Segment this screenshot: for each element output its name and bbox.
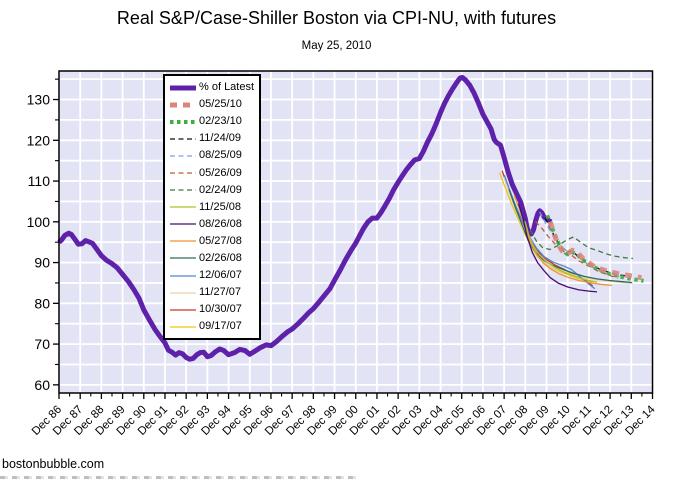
series-line--of-latest [57,75,553,362]
legend-item-11: 12/06/07 [169,267,259,284]
chart-subtitle: May 25, 2010 [301,40,372,52]
legend-swatch [170,326,196,328]
legend-label: 12/06/07 [199,269,242,282]
legend-item-0: % of Latest [169,79,259,96]
legend-label: 05/27/08 [199,234,242,247]
legend-item-1: 05/25/10 [169,96,259,113]
legend-label: 02/26/08 [199,251,242,264]
legend-item-5: 05/26/09 [169,164,259,181]
y-tick-label: 110 [28,173,51,189]
legend-swatch [170,102,196,108]
legend-label: % of Latest [199,81,255,94]
y-tick-label: 70 [34,336,50,352]
y-tick-label: 120 [27,132,51,148]
legend-swatch [170,138,196,140]
legend-swatch [170,240,196,243]
legend-item-14: 09/17/07 [169,318,259,335]
series-line-12-06-07 [503,174,596,290]
legend-label: 11/24/09 [199,132,242,145]
series-line-02-26-08 [508,188,632,284]
series-line-05-25-10 [547,221,642,281]
legend-label: 10/30/07 [199,303,242,316]
legend-swatch [170,309,196,311]
y-tick-label: 130 [27,92,51,108]
legend-item-6: 02/24/09 [169,182,259,199]
legend-item-9: 05/27/08 [169,233,259,250]
series-line-08-26-08 [517,203,598,293]
legend-swatch [170,119,196,124]
legend-label: 08/25/09 [199,149,242,162]
legend-item-12: 11/27/07 [169,284,259,301]
y-tick-label: 80 [34,295,50,311]
y-tick-label: 60 [34,377,50,393]
legend-item-8: 08/26/08 [169,216,259,233]
legend-swatch [170,206,196,208]
chart-title: Real S&P/Case-Shiller Boston via CPI-NU,… [116,8,557,28]
legend-swatch [170,172,196,174]
legend-item-7: 11/25/08 [169,199,259,216]
legend-swatch [170,155,196,157]
legend-label: 09/17/07 [199,320,242,333]
bottom-edge-strip [0,476,360,479]
series-line-02-24-09 [529,229,634,260]
legend-item-4: 08/25/09 [169,147,259,164]
legend-label: 11/25/08 [199,200,242,213]
legend-swatch [170,257,196,260]
legend-swatch [170,85,196,91]
legend-label: 02/23/10 [199,115,242,128]
legend-swatch [170,274,196,277]
legend-item-13: 10/30/07 [169,301,259,318]
y-tick-label: 100 [27,214,51,230]
legend-item-3: 11/24/09 [169,130,259,147]
legend-label: 05/26/09 [199,166,242,179]
chart-legend: % of Latest 05/25/10 02/23/10 11/24/09 08/25… [163,74,261,341]
series-line-02-23-10 [545,214,644,283]
legend-swatch [170,223,196,225]
legend-label: 08/26/08 [199,217,242,230]
legend-label: 05/25/10 [199,98,242,111]
legend-label: 02/24/09 [199,183,242,196]
watermark-text: bostonbubble.com [2,457,105,471]
legend-label: 11/27/07 [199,286,242,299]
legend-item-10: 02/26/08 [169,250,259,267]
series-line-11-25-08 [524,220,598,283]
legend-item-2: 02/23/10 [169,113,259,130]
legend-swatch [170,292,196,294]
y-tick-label: 90 [34,255,50,271]
legend-swatch [170,189,196,191]
